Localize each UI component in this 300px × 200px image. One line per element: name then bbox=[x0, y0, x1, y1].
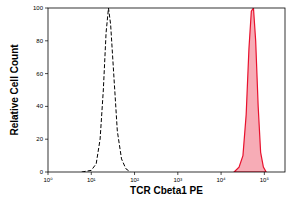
plot-frame bbox=[48, 8, 285, 172]
x-tick bbox=[221, 172, 222, 175]
y-tick-label: 60 bbox=[36, 71, 43, 77]
x-tick-label: 10³ bbox=[173, 177, 182, 183]
y-tick bbox=[45, 172, 48, 173]
y-tick-label: 80 bbox=[36, 38, 43, 44]
x-tick-label: 10¹ bbox=[87, 177, 96, 183]
y-tick bbox=[45, 73, 48, 74]
histogram-line bbox=[82, 8, 131, 172]
plot-area bbox=[82, 8, 266, 172]
x-tick-label: 10⁵ bbox=[260, 177, 270, 183]
chart: 0 20 40 60 80 100 10⁰ 10¹ 10² 10³ 10⁴ 10⁵ TCR Cbeta1… bbox=[0, 0, 300, 200]
x-tick-label: 10⁴ bbox=[216, 177, 226, 183]
x-tick bbox=[264, 172, 265, 175]
x-tick-label: 10⁰ bbox=[43, 177, 53, 183]
y-tick bbox=[45, 106, 48, 107]
y-tick-label: 40 bbox=[36, 103, 43, 109]
y-tick bbox=[45, 40, 48, 41]
y-tick bbox=[45, 139, 48, 140]
y-tick-label: 100 bbox=[33, 5, 44, 11]
x-tick-label: 10² bbox=[130, 177, 139, 183]
x-tick bbox=[134, 172, 135, 175]
x-tick bbox=[91, 172, 92, 175]
x-tick bbox=[48, 172, 49, 175]
x-tick bbox=[177, 172, 178, 175]
histogram-area bbox=[234, 8, 266, 172]
y-axis-label: Relative Cell Count bbox=[9, 44, 20, 136]
y-tick-label: 0 bbox=[40, 169, 44, 175]
y-tick-label: 20 bbox=[36, 136, 43, 142]
x-axis-label: TCR Cbeta1 PE bbox=[130, 185, 203, 196]
y-tick bbox=[45, 8, 48, 9]
